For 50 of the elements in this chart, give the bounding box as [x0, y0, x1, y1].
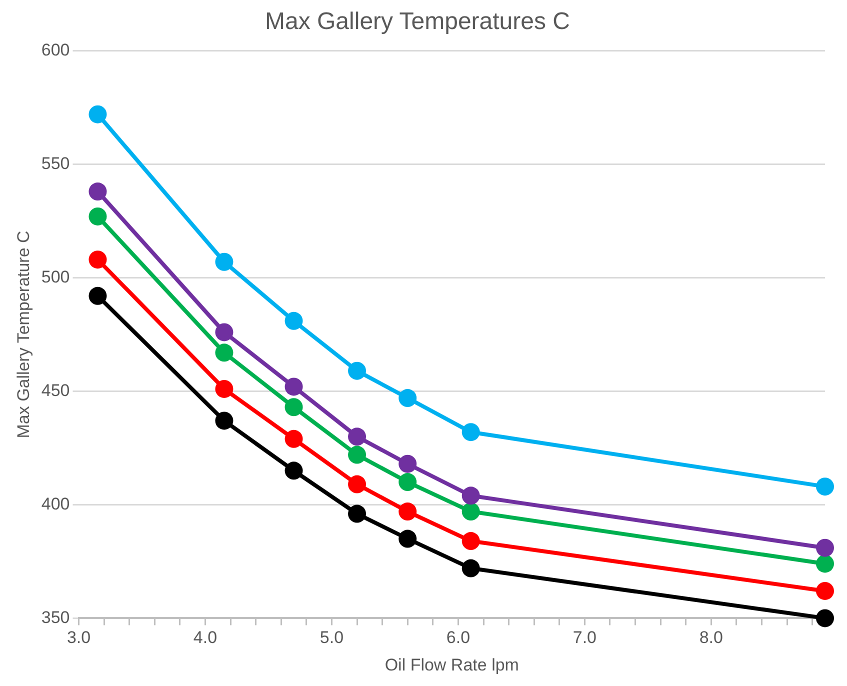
x-tick-label: 8.0	[699, 628, 723, 648]
x-tick-label: 4.0	[193, 628, 218, 648]
point	[215, 412, 234, 430]
point	[88, 182, 107, 201]
point	[284, 312, 303, 330]
point	[215, 323, 234, 342]
y-tick-label: 550	[41, 154, 70, 173]
point	[462, 423, 480, 442]
y-tick-label: 400	[41, 494, 70, 514]
point	[816, 538, 834, 557]
point	[816, 554, 834, 573]
point	[348, 428, 366, 446]
point	[284, 398, 303, 416]
point	[462, 559, 480, 578]
y-axis-title: Max Gallery Temperature C	[14, 230, 33, 438]
point	[348, 362, 366, 380]
x-axis-title: Oil Flow Rate lpm	[384, 655, 519, 674]
point	[398, 502, 417, 521]
point	[348, 504, 366, 523]
x-tick-label: 5.0	[320, 628, 344, 648]
point	[348, 446, 366, 464]
point	[284, 378, 303, 396]
point	[462, 532, 480, 550]
point	[215, 344, 234, 362]
point	[816, 609, 834, 628]
point	[284, 430, 303, 448]
point	[88, 250, 107, 269]
point	[88, 105, 107, 124]
point	[398, 530, 417, 548]
chart-title: Max Gallery Temperatures C	[265, 8, 570, 36]
point	[816, 582, 834, 600]
point	[816, 478, 834, 496]
y-tick-label: 600	[41, 40, 70, 60]
point	[88, 207, 107, 226]
x-tick-label: 6.0	[446, 628, 470, 648]
point	[348, 475, 366, 494]
x-tick-label: 7.0	[572, 628, 597, 648]
x-tick-label: 3.0	[66, 628, 91, 648]
y-tick-label: 350	[41, 608, 70, 627]
y-tick-label: 450	[41, 380, 70, 400]
point	[398, 389, 417, 408]
point	[284, 462, 303, 480]
y-tick-label: 500	[41, 267, 70, 286]
point	[88, 286, 107, 305]
point	[215, 380, 234, 398]
point	[398, 473, 417, 492]
point	[462, 502, 480, 521]
point	[462, 486, 480, 505]
point	[215, 252, 234, 271]
point	[398, 454, 417, 473]
